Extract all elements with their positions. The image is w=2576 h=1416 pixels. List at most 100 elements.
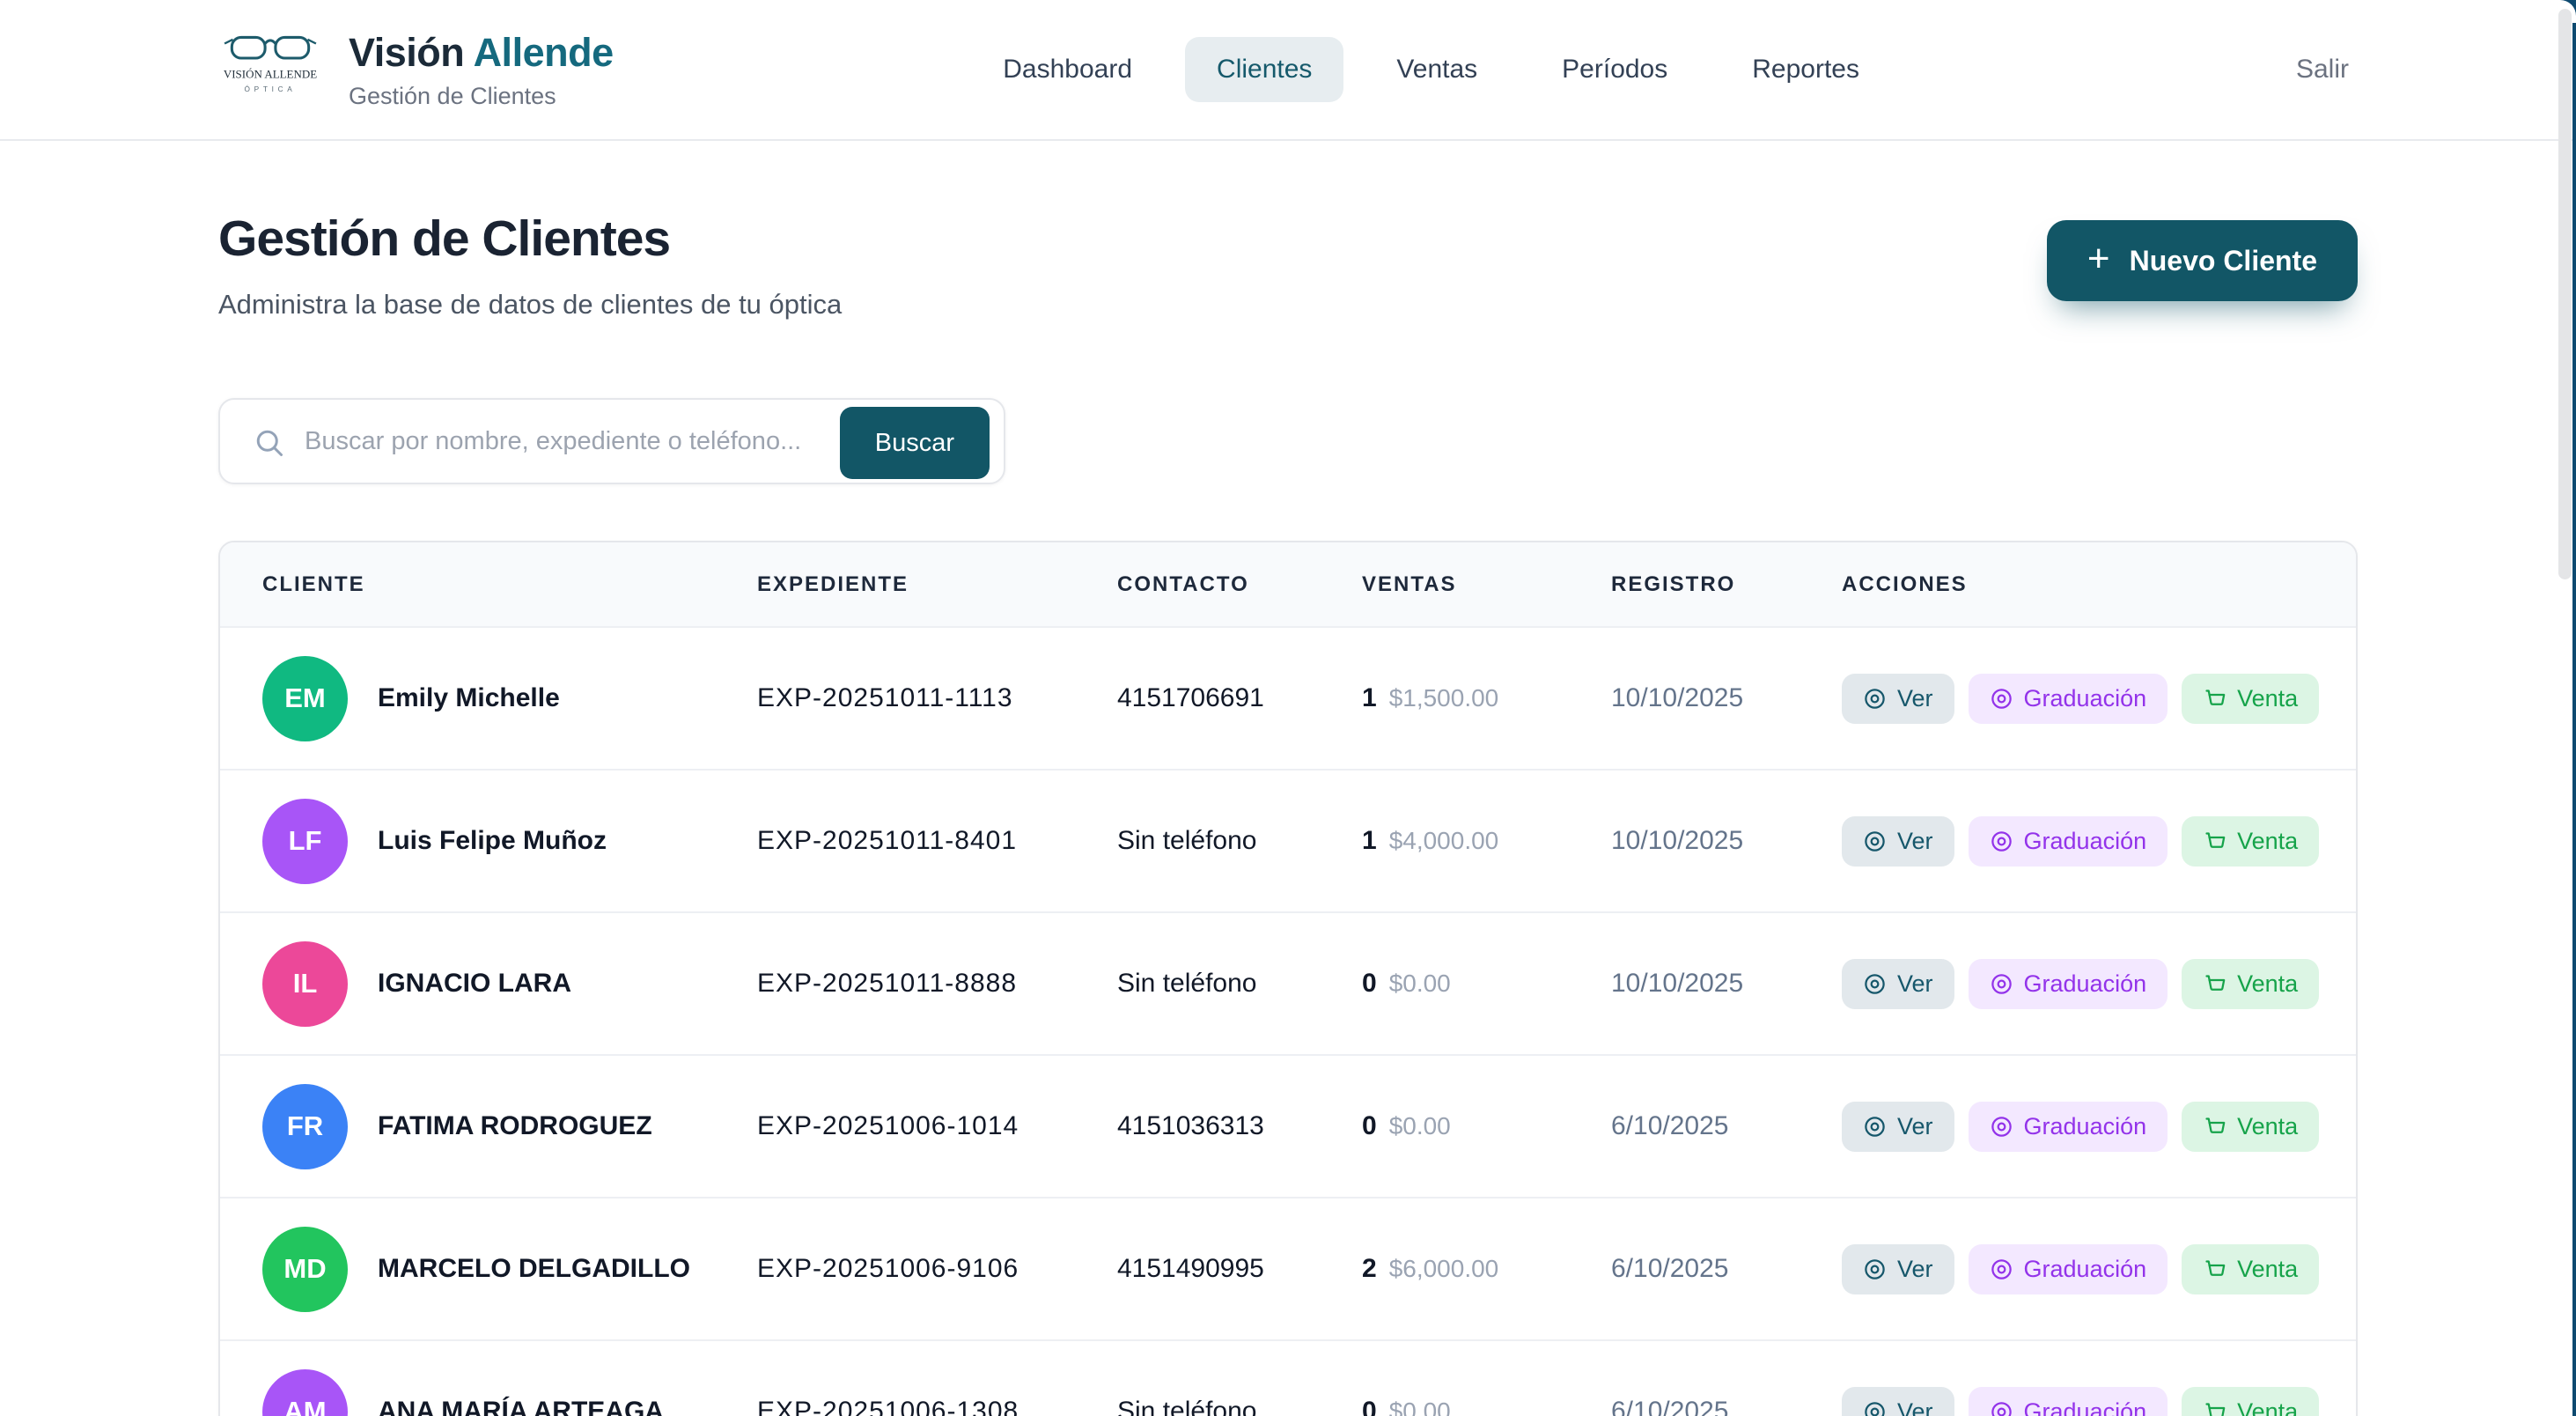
table-row: MD MARCELO DELGADILLO EXP-20251006-9106 … [220, 1197, 2356, 1339]
contacto-cell: 4151706691 [1117, 683, 1264, 712]
graduacion-button[interactable]: Graduación [1968, 815, 2168, 867]
nav-item-clientes[interactable]: Clientes [1185, 37, 1344, 102]
registro-cell: 10/10/2025 [1611, 969, 1744, 998]
ventas-cell: 0 $0.00 [1362, 1397, 1611, 1416]
ver-button[interactable]: Ver [1842, 1101, 1954, 1152]
venta-button[interactable]: Venta [2182, 673, 2320, 724]
target-icon [1991, 973, 2012, 994]
target-icon [1991, 1401, 2012, 1416]
cart-icon [2205, 1402, 2226, 1416]
column-header-acciones: ACCIONES [1842, 572, 1968, 596]
contacto-cell: Sin teléfono [1117, 1397, 1257, 1416]
row-actions: Ver Graduación Venta [1842, 1243, 2320, 1294]
ventas-amount: $4,000.00 [1388, 827, 1499, 854]
ventas-amount: $0.00 [1388, 970, 1451, 997]
top-header: VISIÓN ALLENDE ÓPTICA Visión Allende Ges… [0, 0, 2576, 141]
registro-cell: 10/10/2025 [1611, 683, 1744, 712]
ventas-count: 1 [1362, 683, 1377, 712]
target-icon [1991, 1116, 2012, 1137]
client-name: IGNACIO LARA [378, 969, 571, 998]
venta-button[interactable]: Venta [2182, 958, 2320, 1009]
client-name: FATIMA RODROGUEZ [378, 1111, 652, 1140]
logout-button[interactable]: Salir [2295, 55, 2349, 84]
target-icon [1991, 1258, 2012, 1280]
eye-icon [1865, 1401, 1885, 1416]
venta-button[interactable]: Venta [2182, 1243, 2320, 1294]
cart-icon [2205, 974, 2226, 991]
window-edge [2572, 0, 2576, 1416]
eye-icon [1865, 688, 1885, 709]
brand: VISIÓN ALLENDE ÓPTICA Visión Allende Ges… [218, 30, 614, 110]
graduacion-button[interactable]: Graduación [1968, 673, 2168, 724]
graduacion-button[interactable]: Graduación [1968, 958, 2168, 1009]
column-header-expediente: EXPEDIENTE [757, 572, 909, 596]
venta-button[interactable]: Venta [2182, 1386, 2320, 1416]
expediente-cell: EXP-20251011-1113 [757, 683, 1013, 712]
table-row: EM Emily Michelle EXP-20251011-1113 4151… [220, 626, 2356, 769]
nav-item-ventas[interactable]: Ventas [1365, 37, 1509, 102]
ventas-amount: $1,500.00 [1388, 684, 1499, 712]
cart-icon [2205, 831, 2226, 848]
ver-button[interactable]: Ver [1842, 1243, 1954, 1294]
svg-text:VISIÓN ALLENDE: VISIÓN ALLENDE [224, 67, 317, 80]
brand-title: Visión Allende [349, 29, 614, 75]
ventas-amount: $0.00 [1388, 1112, 1451, 1139]
avatar: IL [262, 940, 348, 1027]
scrollbar-thumb[interactable] [2558, 9, 2572, 579]
contacto-cell: Sin teléfono [1117, 826, 1257, 855]
ver-button[interactable]: Ver [1842, 1386, 1954, 1416]
graduacion-button[interactable]: Graduación [1968, 1243, 2168, 1294]
client-name: Emily Michelle [378, 683, 560, 712]
avatar: FR [262, 1083, 348, 1169]
registro-cell: 10/10/2025 [1611, 826, 1744, 855]
search-icon [256, 430, 283, 456]
row-actions: Ver Graduación Venta [1842, 1101, 2320, 1152]
target-icon [1991, 830, 2012, 852]
ventas-amount: $0.00 [1388, 1398, 1451, 1416]
expediente-cell: EXP-20251006-1308 [757, 1397, 1019, 1416]
eye-icon [1865, 830, 1885, 852]
graduacion-button[interactable]: Graduación [1968, 1101, 2168, 1152]
registro-cell: 6/10/2025 [1611, 1111, 1729, 1140]
registro-cell: 6/10/2025 [1611, 1254, 1729, 1283]
venta-button[interactable]: Venta [2182, 1101, 2320, 1152]
column-header-cliente: CLIENTE [262, 572, 365, 596]
table-row: LF Luis Felipe Muñoz EXP-20251011-8401 S… [220, 769, 2356, 911]
main-nav: Dashboard Clientes Ventas Períodos Repor… [971, 37, 1891, 102]
ventas-count: 0 [1362, 969, 1377, 998]
expediente-cell: EXP-20251011-8888 [757, 969, 1017, 998]
ver-button[interactable]: Ver [1842, 958, 1954, 1009]
table-header-row: CLIENTE EXPEDIENTE CONTACTO VENTAS REGIS… [220, 542, 2356, 626]
ver-button[interactable]: Ver [1842, 673, 1954, 724]
column-header-ventas: VENTAS [1362, 572, 1457, 596]
ver-button[interactable]: Ver [1842, 815, 1954, 867]
cart-icon [2205, 1117, 2226, 1133]
table-row: FR FATIMA RODROGUEZ EXP-20251006-1014 41… [220, 1054, 2356, 1197]
graduacion-button[interactable]: Graduación [1968, 1386, 2168, 1416]
avatar: LF [262, 798, 348, 884]
new-client-button[interactable]: + Nuevo Cliente [2046, 220, 2358, 301]
row-actions: Ver Graduación Venta [1842, 673, 2320, 724]
eye-icon [1865, 1116, 1885, 1137]
client-name: ANA MARÍA ARTEAGA [378, 1397, 664, 1416]
ventas-count: 1 [1362, 826, 1377, 855]
search-button[interactable]: Buscar [839, 407, 990, 479]
expediente-cell: EXP-20251011-8401 [757, 826, 1017, 855]
nav-item-reportes[interactable]: Reportes [1720, 37, 1891, 102]
column-header-contacto: CONTACTO [1117, 572, 1249, 596]
search-bar: Buscar [218, 398, 1005, 484]
clients-table: CLIENTE EXPEDIENTE CONTACTO VENTAS REGIS… [218, 541, 2358, 1416]
row-actions: Ver Graduación Venta [1842, 815, 2320, 867]
ventas-count: 2 [1362, 1254, 1377, 1283]
registro-cell: 6/10/2025 [1611, 1397, 1729, 1416]
expediente-cell: EXP-20251006-9106 [757, 1254, 1019, 1283]
cart-icon [2205, 689, 2226, 705]
nav-item-periodos[interactable]: Períodos [1530, 37, 1699, 102]
main-content: Gestión de Clientes Administra la base d… [218, 141, 2358, 1416]
nav-item-dashboard[interactable]: Dashboard [971, 37, 1164, 102]
venta-button[interactable]: Venta [2182, 815, 2320, 867]
avatar: MD [262, 1226, 348, 1312]
ventas-count: 0 [1362, 1397, 1377, 1416]
row-actions: Ver Graduación Venta [1842, 958, 2320, 1009]
plus-icon: + [2087, 237, 2110, 280]
